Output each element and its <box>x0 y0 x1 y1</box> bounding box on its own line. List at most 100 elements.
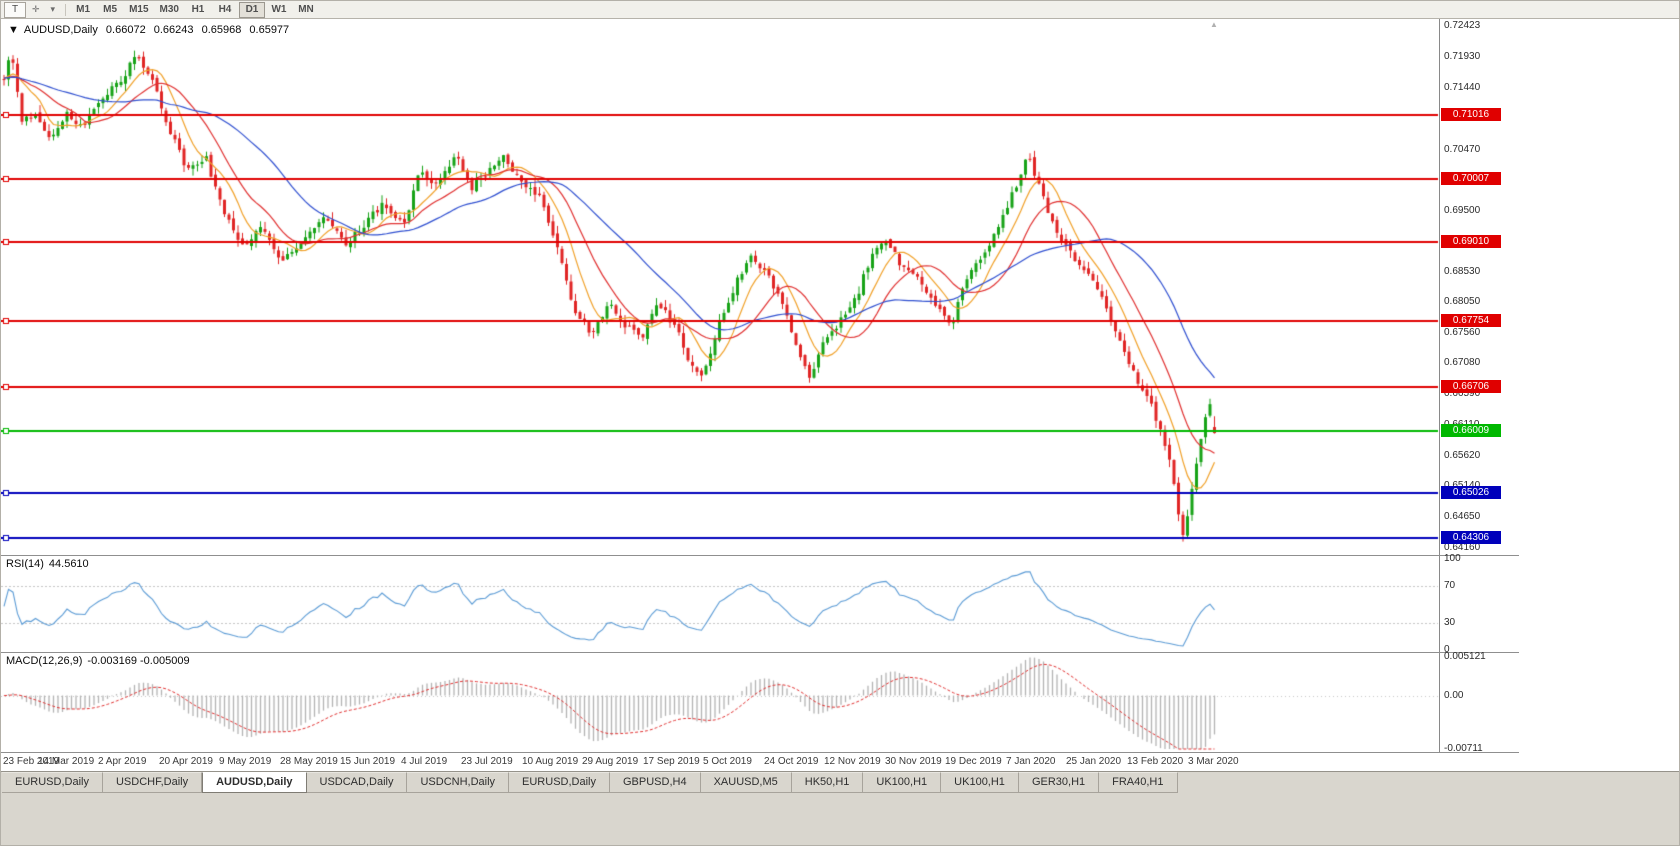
hline-price-badge[interactable]: 0.70007 <box>1441 172 1501 185</box>
chart-tab-uk100-h1[interactable]: UK100,H1 <box>941 772 1019 793</box>
time-axis-label: 12 Nov 2019 <box>824 756 881 767</box>
price-axis-tick: 0.68530 <box>1444 266 1481 277</box>
time-axis-label: 19 Dec 2019 <box>945 756 1002 767</box>
timeframe-button-mn[interactable]: MN <box>298 4 314 15</box>
tool-button-t[interactable]: T <box>4 1 26 18</box>
chart-tab-gbpusd-h4[interactable]: GBPUSD,H4 <box>610 772 701 793</box>
pane-splitter-macd[interactable] <box>1 652 1519 653</box>
ohlc-low: 0.65968 <box>201 24 242 36</box>
time-axis-label: 30 Nov 2019 <box>885 756 942 767</box>
hline-price-badge[interactable]: 0.67754 <box>1441 314 1501 327</box>
price-axis-tick: 0.68050 <box>1444 296 1481 307</box>
timeframe-button-w1[interactable]: W1 <box>271 4 287 15</box>
hline-price-badge[interactable]: 0.69010 <box>1441 235 1501 248</box>
chart-tab-eurusd-daily[interactable]: EURUSD,Daily <box>509 772 610 793</box>
hline-price-badge[interactable]: 0.71016 <box>1441 108 1501 121</box>
symbol-marker-icon[interactable]: ▼ <box>8 24 19 36</box>
price-axis-tick: 0.69500 <box>1444 205 1481 216</box>
chart-tab-fra40-h1[interactable]: FRA40,H1 <box>1099 772 1178 793</box>
timeframe-button-m1[interactable]: M1 <box>76 4 91 15</box>
ohlc-open: 0.66072 <box>105 24 146 36</box>
chart-tab-usdchf-daily[interactable]: USDCHF,Daily <box>102 772 203 793</box>
time-axis-label: 7 Jan 2020 <box>1006 756 1056 767</box>
time-axis-label: 23 Jul 2019 <box>461 756 513 767</box>
macd-indicator-label: MACD(12,26,9) -0.003169 -0.005009 <box>6 655 190 667</box>
hline-price-badge[interactable]: 0.64306 <box>1441 531 1501 544</box>
pane-splitter-rsi[interactable] <box>1 555 1519 556</box>
price-axis-tick: 0.64650 <box>1444 511 1481 522</box>
ohlc-close: 0.65977 <box>249 24 290 36</box>
macd-values: -0.003169 -0.005009 <box>87 655 190 667</box>
chart-bottom-frame <box>1 752 1519 753</box>
time-axis[interactable]: 23 Feb 2019 14 Mar 2019 2 Apr 2019 20 Apr 2… <box>1 753 1519 771</box>
time-axis-label: 24 Oct 2019 <box>764 756 819 767</box>
rsi-axis-tick: 70 <box>1444 580 1456 591</box>
chart-tab-uk100-h1[interactable]: UK100,H1 <box>863 772 942 793</box>
timeframe-button-m5[interactable]: M5 <box>103 4 118 15</box>
time-axis-label: 20 Apr 2019 <box>159 756 213 767</box>
price-axis-tick: 0.70470 <box>1444 144 1481 155</box>
hline-price-badge[interactable]: 0.66706 <box>1441 380 1501 393</box>
time-axis-label: 10 Aug 2019 <box>522 756 579 767</box>
ohlc-high: 0.66243 <box>153 24 194 36</box>
rsi-axis-tick: 0 <box>1444 644 1450 655</box>
timeframe-button-d1[interactable]: D1 <box>238 1 265 18</box>
price-axis-tick: 0.67560 <box>1444 327 1481 338</box>
chart-tab-ger30-h1[interactable]: GER30,H1 <box>1018 772 1100 793</box>
time-axis-label: 9 May 2019 <box>219 756 272 767</box>
macd-axis-tick: -0.00711 <box>1444 743 1483 754</box>
chart-tabs: EURUSD,Daily USDCHF,Daily AUDUSD,Daily USDC… <box>1 772 1679 793</box>
time-axis-label: 2 Apr 2019 <box>98 756 147 767</box>
chart-tab-usdcad-daily[interactable]: USDCAD,Daily <box>306 772 408 793</box>
chart-tab-eurusd-daily[interactable]: EURUSD,Daily <box>2 772 103 793</box>
timeframe-button-m30[interactable]: M30 <box>159 4 179 15</box>
toolbar: T ✛ ▾ M1 M5 M15 M30 H1 H4 D1 W1 MN <box>1 1 1679 19</box>
chart-tab-bar: EURUSD,Daily USDCHF,Daily AUDUSD,Daily USDC… <box>1 771 1679 845</box>
price-axis-tick: 0.66590 <box>1444 388 1481 399</box>
dropdown-arrow-icon[interactable]: ▾ <box>46 2 61 18</box>
rsi-indicator-label: RSI(14) 44.5610 <box>6 558 89 570</box>
price-axis-tick: 0.65140 <box>1444 480 1480 491</box>
symbol-title: AUDUSD,Daily <box>23 24 98 36</box>
price-axis-tick: 0.71440 <box>1444 82 1481 93</box>
time-axis-label: 29 Aug 2019 <box>582 756 639 767</box>
rsi-value: 44.5610 <box>48 558 89 570</box>
price-axis-tick: 0.65620 <box>1444 450 1481 461</box>
timeframe-button-group: M1 M5 M15 M30 H1 H4 D1 W1 MN <box>70 1 320 18</box>
time-axis-label: 3 Mar 2020 <box>1188 756 1239 767</box>
chart-tab-hk50-h1[interactable]: HK50,H1 <box>791 772 864 793</box>
chart-shift-marker-icon[interactable]: ▲ <box>1210 20 1218 29</box>
price-axis-tick: 0.72423 <box>1444 20 1481 31</box>
macd-axis-tick: 0.005121 <box>1444 651 1486 662</box>
price-axis-tick: 0.67080 <box>1444 357 1481 368</box>
time-axis-label: 15 Jun 2019 <box>340 756 396 767</box>
toolbar-separator <box>65 3 67 16</box>
macd-axis-tick: 0.00 <box>1444 690 1464 701</box>
dropdown-glyph: ▾ <box>50 4 56 14</box>
timeframe-button-m15[interactable]: M15 <box>129 4 149 15</box>
chart-tab-usdcnh-daily[interactable]: USDCNH,Daily <box>407 772 510 793</box>
price-axis-tick: 0.64160 <box>1444 542 1481 553</box>
rsi-axis-tick: 100 <box>1444 553 1461 564</box>
rsi-name: RSI(14) <box>6 558 44 570</box>
timeframe-button-h1[interactable]: H1 <box>191 4 205 15</box>
macd-name: MACD(12,26,9) <box>6 655 83 667</box>
time-axis-label: 13 Feb 2020 <box>1127 756 1184 767</box>
chart-tab-audusd-daily[interactable]: AUDUSD,Daily <box>202 772 307 793</box>
time-axis-label: 28 May 2019 <box>280 756 338 767</box>
rsi-axis-tick: 30 <box>1444 617 1456 628</box>
time-axis-label: 25 Jan 2020 <box>1066 756 1122 767</box>
hline-price-badge[interactable]: 0.65026 <box>1441 486 1501 499</box>
price-axis-tick: 0.71930 <box>1444 51 1481 62</box>
time-axis-label: 5 Oct 2019 <box>703 756 752 767</box>
time-axis-label: 14 Mar 2019 <box>38 756 95 767</box>
time-axis-label: 4 Jul 2019 <box>401 756 448 767</box>
chart-tab-xauusd-m5[interactable]: XAUUSD,M5 <box>700 772 792 793</box>
timeframe-button-h4[interactable]: H4 <box>218 4 232 15</box>
hline-price-badge[interactable]: 0.66009 <box>1441 424 1501 437</box>
time-axis-label: 23 Feb 2019 <box>3 756 60 767</box>
crosshair-icon[interactable]: ✛ <box>27 2 45 18</box>
time-axis-label: 17 Sep 2019 <box>643 756 700 767</box>
